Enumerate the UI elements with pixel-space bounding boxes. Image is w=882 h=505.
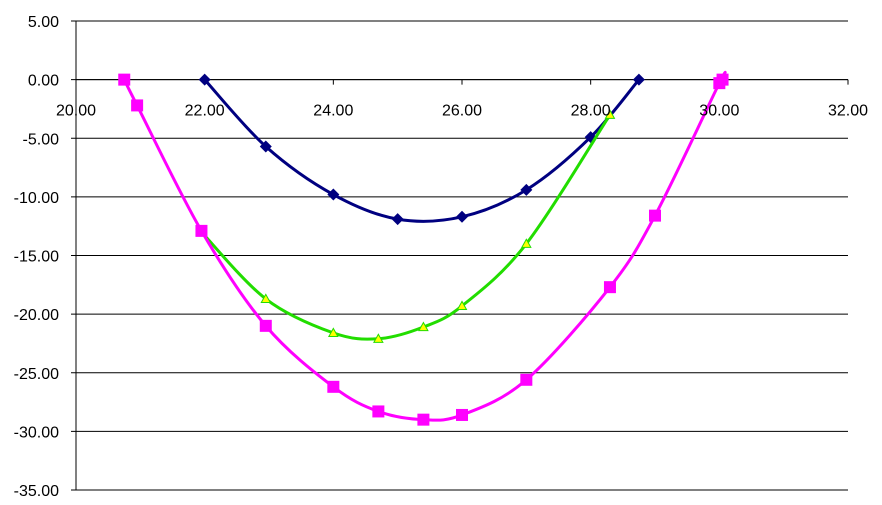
data-point	[131, 99, 144, 112]
x-tick-label: 20.00	[56, 103, 96, 120]
data-point	[520, 373, 533, 386]
data-point	[418, 321, 429, 332]
data-point	[456, 408, 468, 421]
series-layer	[118, 70, 729, 426]
y-tick-label: -35.00	[14, 483, 59, 500]
series-3	[118, 70, 729, 426]
data-point	[327, 380, 340, 393]
y-tick-label: -25.00	[14, 366, 59, 383]
x-tick-label: 28.00	[571, 103, 611, 120]
x-tick-label: 26.00	[442, 103, 482, 120]
data-point	[604, 109, 616, 119]
data-point	[259, 140, 272, 153]
y-tick-label: -15.00	[14, 249, 59, 266]
data-point	[198, 73, 211, 86]
y-tick-label: 0.00	[28, 73, 59, 90]
data-point	[716, 73, 729, 86]
y-tick-label: -30.00	[14, 424, 59, 441]
data-point	[259, 319, 272, 332]
y-tick-label: 5.00	[28, 14, 59, 31]
data-point	[391, 213, 404, 226]
data-point	[603, 281, 616, 294]
data-point	[520, 238, 532, 248]
data-point	[632, 73, 645, 86]
x-tick-label: 32.00	[828, 103, 868, 120]
data-point	[456, 300, 468, 311]
data-point	[195, 224, 208, 237]
series-2	[196, 109, 616, 343]
series-1	[198, 73, 645, 226]
data-point	[520, 183, 533, 196]
data-point	[327, 327, 339, 337]
x-tick-label: 24.00	[313, 103, 353, 120]
y-tick-label: -5.00	[23, 131, 60, 148]
x-tick-label: 22.00	[185, 103, 225, 120]
tick-labels: 5.00 0.00 -5.00 -10.00 -15.00 -20.00 -25.00 -30…	[14, 14, 868, 500]
data-point	[118, 73, 131, 86]
x-tick-label: 30.00	[699, 103, 739, 120]
data-point	[260, 293, 272, 303]
data-point	[372, 405, 385, 418]
data-point	[649, 209, 661, 222]
series-line	[203, 78, 641, 223]
y-tick-label: -20.00	[14, 307, 59, 324]
data-point	[373, 333, 384, 343]
data-point	[456, 210, 468, 223]
y-tick-label: -10.00	[14, 190, 59, 207]
data-point	[417, 413, 430, 426]
data-point	[327, 188, 340, 201]
